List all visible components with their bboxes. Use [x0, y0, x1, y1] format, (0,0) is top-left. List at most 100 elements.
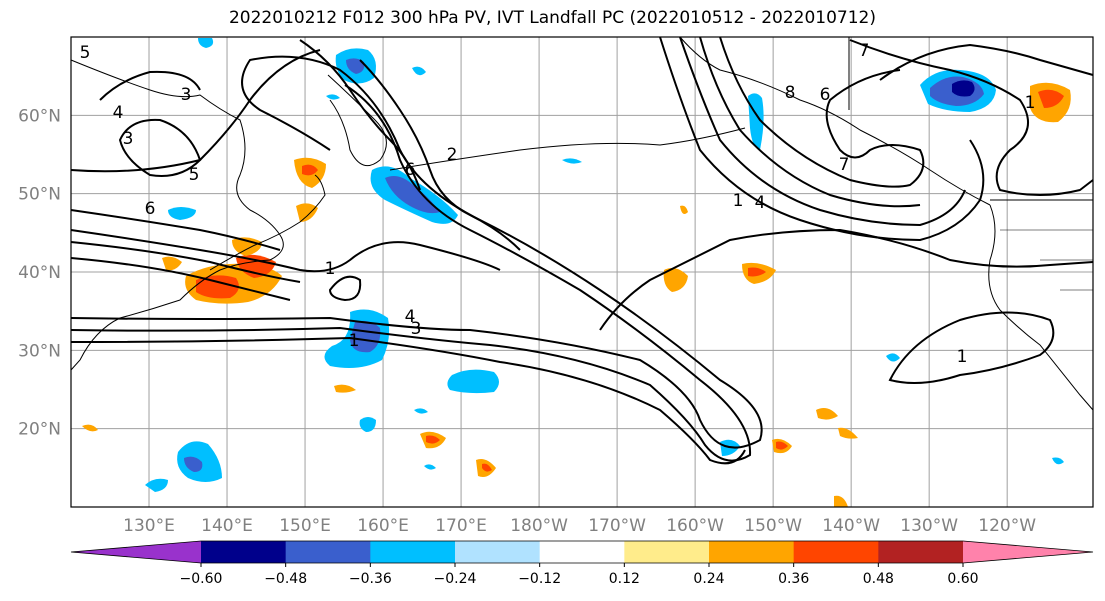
- colorbar-segment: [455, 541, 541, 563]
- contour-label: 7: [859, 41, 870, 61]
- contour-label: 1: [733, 191, 744, 211]
- pv-contour: [70, 241, 301, 283]
- pv-contour: [70, 55, 763, 449]
- colorbar-segment: [201, 541, 287, 563]
- colorbar-tick-label: −0.12: [518, 571, 561, 587]
- lon-label: 160°W: [666, 516, 724, 536]
- neg-anomaly-blob: [198, 38, 214, 48]
- pos-anomaly-blob: [663, 268, 688, 292]
- alaska-coastline: [679, 36, 991, 206]
- pv-contour: [359, 59, 521, 251]
- neg-anomaly-blob: [424, 464, 436, 470]
- pv-contour: [328, 275, 362, 302]
- pos-anomaly-core: [426, 435, 440, 444]
- contour-label: 1: [349, 331, 360, 351]
- pos-anomaly-core: [302, 164, 318, 176]
- pv-contour: [70, 209, 281, 251]
- colorbar-extend-high: [963, 541, 1093, 563]
- neg-anomaly-blob: [326, 94, 340, 100]
- lon-label: 140°E: [201, 516, 253, 536]
- colorbar-tick-label: −0.24: [434, 571, 477, 587]
- contour-label: 6: [145, 199, 156, 219]
- pos-anomaly-core: [776, 441, 788, 450]
- neg-anomaly-blob: [886, 353, 900, 362]
- neg-anomaly-blob: [447, 369, 499, 394]
- colorbar-segment: [285, 541, 371, 563]
- neg-anomaly-core: [346, 58, 365, 74]
- contour-label: 6: [405, 160, 416, 180]
- contour-label: 5: [189, 165, 200, 185]
- graticule: [71, 37, 1093, 507]
- neg-anomaly-blob: [359, 417, 376, 432]
- japan-coastline: [209, 174, 326, 271]
- contour-label: 4: [755, 193, 766, 213]
- pv-contour: [70, 49, 321, 173]
- pos-anomaly-blob: [162, 256, 182, 271]
- map-frame: [70, 36, 1094, 508]
- pos-anomaly-blob: [834, 495, 848, 507]
- pv-contour: [599, 228, 1094, 331]
- colorbar-segment: [624, 541, 710, 563]
- pos-anomaly-blob: [296, 203, 318, 222]
- colorbar-segment: [878, 541, 964, 563]
- lon-label: 130°W: [900, 516, 958, 536]
- pv-contour: [888, 311, 1055, 384]
- neg-anomaly-blob: [412, 66, 426, 76]
- colorbar-extend-low: [71, 541, 201, 563]
- neg-anomaly-blob: [562, 158, 582, 164]
- canada-border: [848, 37, 1093, 201]
- lat-label: 50°N: [18, 185, 61, 205]
- neg-anomaly-blob: [414, 408, 428, 414]
- contour-label: 1: [1025, 93, 1036, 113]
- pv-contour: [118, 118, 202, 177]
- pos-anomaly-core: [482, 463, 492, 472]
- contour-label: 5: [80, 43, 91, 63]
- pv-contour: [70, 257, 291, 301]
- colorbar-segment: [370, 541, 456, 563]
- colorbar-segment: [793, 541, 879, 563]
- lon-label: 160°E: [357, 516, 409, 536]
- pv-contour: [699, 36, 921, 208]
- contour-label: 3: [181, 85, 192, 105]
- colorbar-segment: [539, 541, 625, 563]
- map-title: 2022010212 F012 300 hPa PV, IVT Landfall…: [228, 8, 876, 28]
- contour-label: 3: [411, 319, 422, 339]
- kamchatka-coastline: [327, 74, 387, 167]
- pv-contour: [70, 84, 752, 462]
- pos-anomaly-blob: [816, 408, 838, 420]
- lon-label: 150°E: [279, 516, 331, 536]
- neg-anomaly-blob: [145, 478, 168, 492]
- pv-contour: [299, 39, 421, 191]
- pos-anomaly-core: [1038, 89, 1064, 108]
- lon-label: 120°W: [978, 516, 1036, 536]
- longitude-labels: 130°E 140°E 150°E 160°E 170°E 180°W 170°W 160°W…: [123, 516, 1036, 536]
- lat-label: 60°N: [18, 106, 61, 126]
- contour-label: 8: [785, 83, 796, 103]
- lon-label: 170°E: [435, 516, 487, 536]
- colorbar-segment: [709, 541, 795, 563]
- contour-label: 4: [405, 307, 416, 327]
- pos-anomaly-blob: [334, 384, 356, 393]
- contour-label: 1: [325, 259, 336, 279]
- contour-label: 6: [820, 85, 831, 105]
- pv-contour: [99, 70, 201, 101]
- contour-label: 4: [113, 103, 124, 123]
- colorbar-tick-label: −0.36: [349, 571, 392, 587]
- neg-anomaly-blob: [168, 207, 196, 220]
- lat-label: 40°N: [18, 263, 61, 283]
- north-america-coast: [988, 204, 1094, 411]
- pv-contour: [70, 229, 501, 273]
- pos-anomaly-blob: [82, 424, 98, 432]
- asia-coastline: [70, 59, 284, 371]
- colorbar-tick-label: −0.48: [264, 571, 307, 587]
- lat-label: 20°N: [18, 420, 61, 440]
- colorbar-tick-label: 0.36: [778, 571, 809, 587]
- lon-label: 130°E: [123, 516, 175, 536]
- colorbar-tick-label: 0.48: [863, 571, 894, 587]
- colorbar-tick-label: 0.12: [609, 571, 640, 587]
- pos-anomaly-core: [748, 267, 766, 277]
- neg-anomaly-core: [184, 456, 203, 472]
- pv-contour: [849, 39, 1094, 196]
